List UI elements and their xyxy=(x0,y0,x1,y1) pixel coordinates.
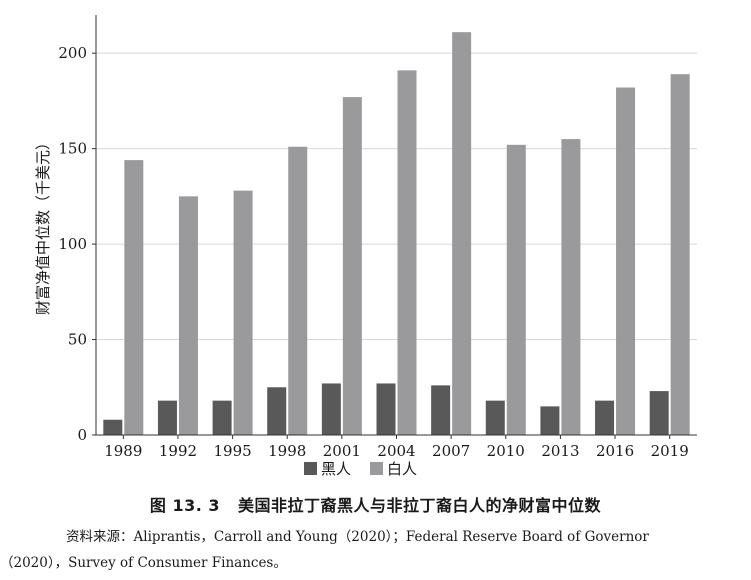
x-tick-label: 1989 xyxy=(104,442,142,460)
y-tick-labels: 0 50 100 150 200 xyxy=(58,44,87,444)
x-tick-label: 1992 xyxy=(159,442,197,460)
y-tick-label: 100 xyxy=(58,235,87,253)
bar-black-2001 xyxy=(321,383,341,435)
bar-black-2004 xyxy=(376,383,396,435)
figure-number: 图 13. 3 xyxy=(149,496,221,515)
y-tick-label: 150 xyxy=(58,140,87,158)
legend-label: 白人 xyxy=(387,460,417,478)
bar-white-1989 xyxy=(124,160,144,435)
bar-black-1989 xyxy=(103,419,123,435)
x-tick-label: 2001 xyxy=(323,442,361,460)
legend-swatch xyxy=(304,462,317,475)
bar-black-2016 xyxy=(595,400,615,435)
bar-black-2010 xyxy=(485,400,505,435)
bar-white-2019 xyxy=(670,74,690,435)
bar-black-1998 xyxy=(267,387,287,435)
x-tick-labels: 1989 1992 1995 1998 2001 2004 2007 2010 2013 2016… xyxy=(104,442,689,460)
legend-label: 黑人 xyxy=(321,460,351,478)
bar-white-2001 xyxy=(342,97,362,435)
bar-white-1998 xyxy=(288,146,308,435)
bar-black-1992 xyxy=(157,400,177,435)
figure-caption: 图 13. 3 美国非拉丁裔黑人与非拉丁裔白人的净财富中位数 xyxy=(0,492,751,516)
y-tick-label: 0 xyxy=(77,426,87,444)
y-tick-label: 200 xyxy=(58,44,87,62)
bar-chart: 0 50 100 150 200 1989 1992 1995 1998 2001 2004 200… xyxy=(34,15,697,478)
axes xyxy=(92,15,697,439)
bar-white-2016 xyxy=(616,87,636,435)
legend-swatch xyxy=(370,462,383,475)
x-tick-label: 2016 xyxy=(596,442,634,460)
bar-black-2019 xyxy=(649,391,669,435)
bar-white-2004 xyxy=(397,70,417,435)
source-note: 资料来源：Aliprantis，Carroll and Young（2020）；… xyxy=(0,529,649,571)
x-tick-label: 1998 xyxy=(268,442,306,460)
bar-white-2007 xyxy=(452,32,472,435)
bar-black-2013 xyxy=(540,406,560,435)
y-tick-label: 50 xyxy=(68,331,87,349)
x-tick-label: 1995 xyxy=(213,442,251,460)
bars xyxy=(103,32,690,435)
bar-white-2013 xyxy=(561,139,581,435)
legend: 黑人 白人 xyxy=(304,460,417,478)
x-tick-label: 2010 xyxy=(487,442,525,460)
figure-title: 美国非拉丁裔黑人与非拉丁裔白人的净财富中位数 xyxy=(238,496,602,515)
bar-white-2010 xyxy=(506,144,526,435)
bar-white-1995 xyxy=(233,190,253,435)
x-tick-label: 2007 xyxy=(432,442,470,460)
bar-white-1992 xyxy=(178,196,198,435)
bar-black-2007 xyxy=(431,385,451,435)
x-tick-label: 2019 xyxy=(651,442,689,460)
bar-black-1995 xyxy=(212,400,232,435)
x-tick-label: 2013 xyxy=(541,442,579,460)
x-tick-label: 2004 xyxy=(377,442,415,460)
y-axis-label: 财富净值中位数（千美元） xyxy=(34,135,52,315)
